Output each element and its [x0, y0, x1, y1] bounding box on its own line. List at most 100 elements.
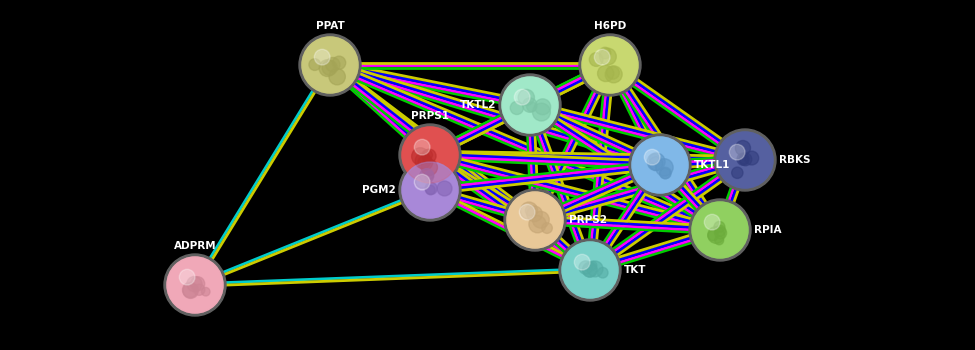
- Circle shape: [314, 49, 330, 65]
- Circle shape: [655, 159, 673, 176]
- Circle shape: [167, 257, 223, 313]
- Circle shape: [715, 227, 726, 239]
- Circle shape: [302, 37, 358, 93]
- Circle shape: [735, 140, 751, 156]
- Circle shape: [562, 242, 618, 298]
- Circle shape: [532, 103, 550, 121]
- Circle shape: [415, 175, 429, 188]
- Text: PRPS1: PRPS1: [411, 111, 449, 121]
- Circle shape: [399, 159, 461, 221]
- Circle shape: [562, 242, 618, 298]
- Circle shape: [739, 153, 752, 166]
- Circle shape: [714, 129, 776, 191]
- Circle shape: [649, 154, 659, 164]
- Circle shape: [425, 171, 434, 180]
- Circle shape: [415, 153, 431, 169]
- Circle shape: [582, 262, 597, 277]
- Circle shape: [322, 60, 337, 75]
- Circle shape: [504, 189, 566, 251]
- Circle shape: [649, 156, 663, 170]
- Circle shape: [411, 148, 429, 165]
- Circle shape: [717, 132, 773, 188]
- Circle shape: [399, 124, 461, 186]
- Circle shape: [299, 34, 361, 96]
- Circle shape: [499, 74, 561, 136]
- Circle shape: [606, 66, 619, 79]
- Circle shape: [502, 77, 558, 133]
- Circle shape: [309, 59, 321, 70]
- Circle shape: [422, 149, 436, 163]
- Text: TKTL1: TKTL1: [694, 160, 730, 170]
- Circle shape: [589, 52, 604, 66]
- Circle shape: [319, 60, 336, 77]
- Circle shape: [426, 185, 435, 195]
- Circle shape: [689, 199, 751, 261]
- Circle shape: [559, 239, 621, 301]
- Circle shape: [582, 37, 638, 93]
- Circle shape: [402, 127, 458, 183]
- Circle shape: [202, 287, 210, 296]
- Circle shape: [422, 150, 433, 160]
- Circle shape: [632, 137, 688, 193]
- Circle shape: [600, 47, 610, 59]
- Circle shape: [739, 155, 748, 164]
- Circle shape: [534, 99, 551, 115]
- Text: PPAT: PPAT: [316, 21, 344, 31]
- Circle shape: [402, 162, 458, 218]
- Circle shape: [717, 132, 773, 188]
- Circle shape: [523, 98, 537, 112]
- Circle shape: [644, 149, 660, 165]
- Circle shape: [714, 222, 724, 232]
- Circle shape: [326, 57, 340, 72]
- Circle shape: [542, 223, 552, 233]
- Circle shape: [660, 167, 671, 179]
- Circle shape: [421, 159, 438, 175]
- Circle shape: [600, 48, 616, 65]
- Text: TKTL2: TKTL2: [459, 100, 496, 110]
- Circle shape: [187, 276, 202, 292]
- Circle shape: [605, 66, 622, 83]
- Circle shape: [598, 65, 614, 82]
- Circle shape: [520, 204, 535, 220]
- Circle shape: [715, 225, 725, 236]
- Circle shape: [574, 254, 590, 270]
- Circle shape: [402, 127, 458, 183]
- Circle shape: [745, 151, 759, 165]
- Circle shape: [190, 277, 205, 291]
- Circle shape: [587, 261, 603, 277]
- Circle shape: [510, 102, 524, 114]
- Circle shape: [194, 284, 205, 295]
- Circle shape: [692, 202, 748, 258]
- Circle shape: [532, 211, 549, 228]
- Circle shape: [183, 283, 198, 299]
- Circle shape: [437, 181, 452, 196]
- Circle shape: [647, 153, 665, 171]
- Circle shape: [515, 89, 530, 105]
- Circle shape: [521, 202, 537, 219]
- Circle shape: [588, 261, 597, 270]
- Circle shape: [582, 37, 638, 93]
- Circle shape: [704, 214, 720, 230]
- Circle shape: [737, 153, 749, 165]
- Circle shape: [579, 34, 641, 96]
- Circle shape: [526, 206, 542, 222]
- Circle shape: [595, 49, 610, 65]
- Circle shape: [583, 263, 597, 277]
- Circle shape: [708, 226, 724, 243]
- Circle shape: [425, 182, 437, 195]
- Circle shape: [715, 236, 723, 245]
- Circle shape: [302, 37, 358, 93]
- Circle shape: [526, 205, 535, 216]
- Circle shape: [526, 102, 536, 112]
- Circle shape: [528, 216, 546, 233]
- Circle shape: [418, 155, 433, 170]
- Text: TKT: TKT: [624, 265, 646, 275]
- Circle shape: [179, 269, 195, 285]
- Circle shape: [729, 144, 745, 160]
- Circle shape: [660, 168, 671, 179]
- Circle shape: [329, 69, 345, 85]
- Circle shape: [507, 192, 563, 248]
- Circle shape: [598, 267, 608, 278]
- Circle shape: [419, 169, 434, 183]
- Circle shape: [692, 202, 748, 258]
